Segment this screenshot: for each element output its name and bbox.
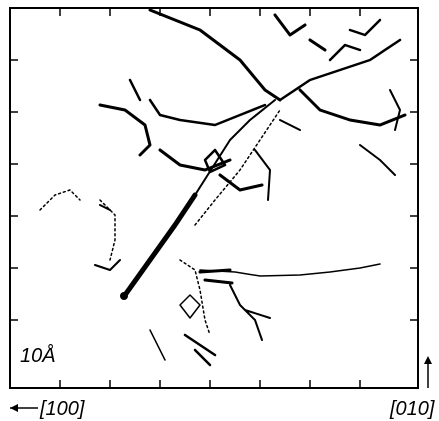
y-direction-label: [010] [389, 398, 435, 420]
scale-label: 10Å [20, 344, 56, 367]
frame [9, 7, 419, 389]
frame-ticks [10, 8, 418, 388]
y-arrowhead [424, 356, 432, 364]
atom [120, 292, 128, 300]
dotted-lines [39, 109, 281, 336]
structure-lines [94, 8, 407, 367]
x-arrowhead [10, 404, 18, 412]
x-direction-label: [100] [39, 398, 85, 420]
